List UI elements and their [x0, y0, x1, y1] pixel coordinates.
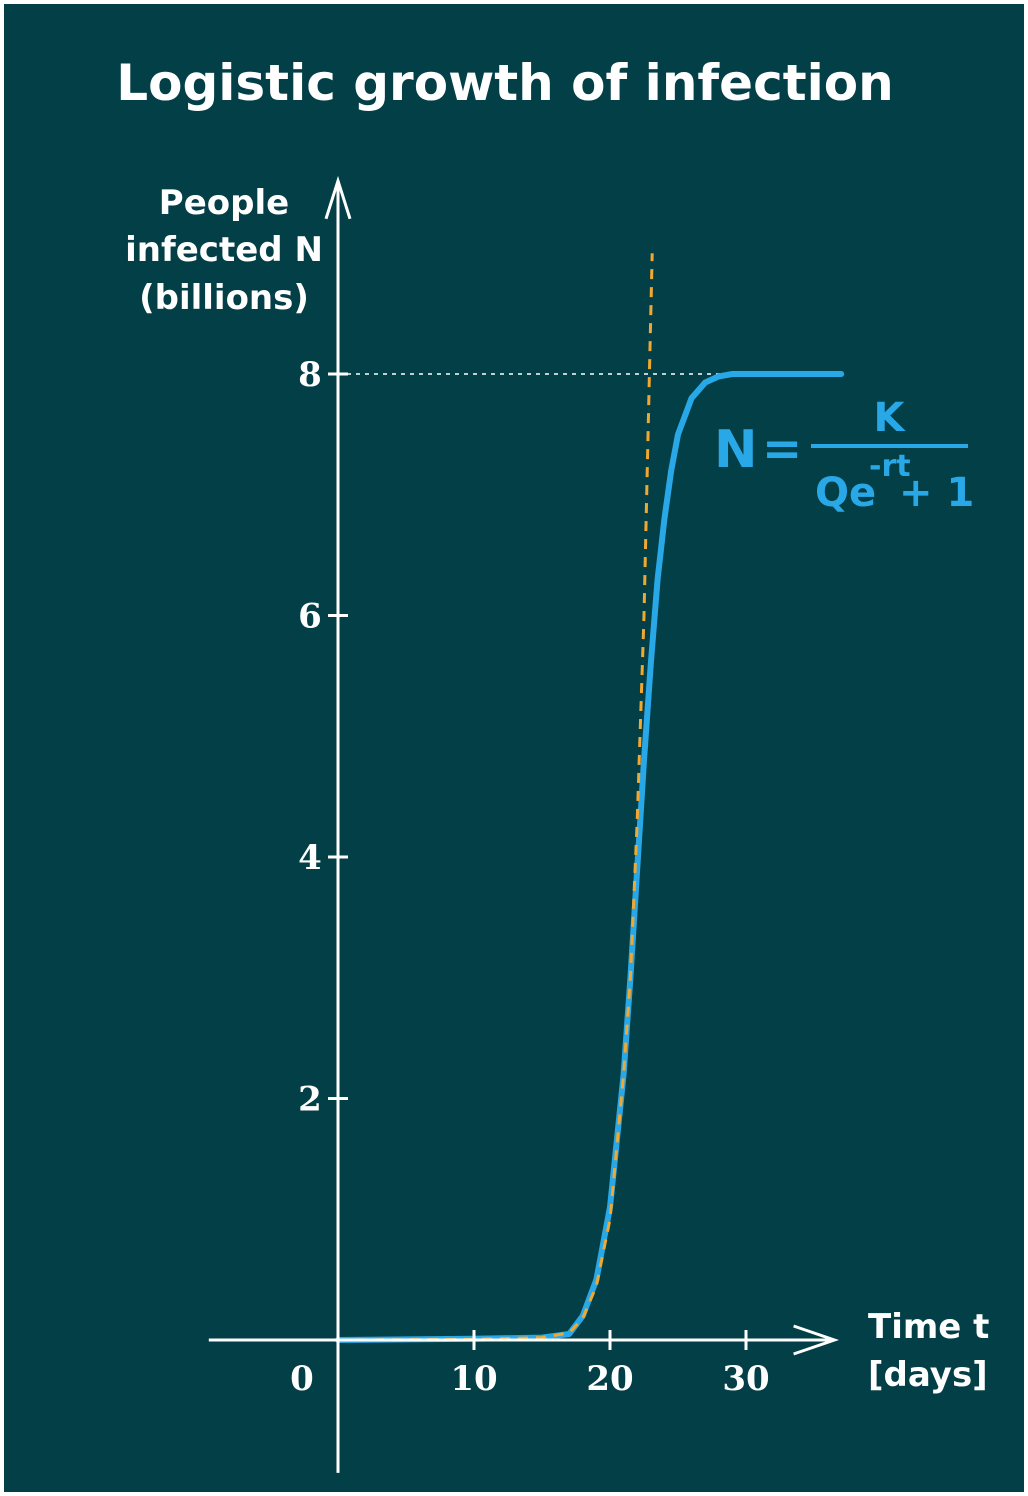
y-axis-arrowhead	[324, 175, 352, 220]
y-axis-label-line-1: People	[159, 183, 289, 223]
series-layer	[335, 253, 845, 1343]
logistic-formula: N = K Qe -rt + 1	[714, 395, 974, 516]
axes-layer	[208, 175, 840, 1473]
origin-label: 0	[290, 1359, 314, 1399]
y-axis-label-line-2: infected N	[125, 230, 323, 270]
ticks-layer: 10 20 30 0 2 4 6 8	[290, 355, 770, 1399]
x-axis-label-line-2: [days]	[868, 1355, 988, 1395]
exponential-curve	[337, 253, 654, 1342]
formula-numerator: K	[874, 395, 907, 441]
chart-background	[4, 4, 1024, 1492]
x-tick-label-30: 30	[722, 1359, 769, 1399]
y-tick-label-8: 8	[298, 355, 322, 395]
y-tick-label-2: 2	[298, 1080, 322, 1120]
y-tick-label-4: 4	[298, 838, 322, 878]
y-tick-label-6: 6	[298, 597, 322, 637]
x-axis-label-line-1: Time t	[868, 1307, 989, 1347]
x-tick-label-10: 10	[450, 1359, 497, 1399]
formula-denominator-base: Qe	[815, 470, 876, 516]
y-axis-label-line-3: (billions)	[139, 278, 309, 318]
logistic-curve	[335, 371, 845, 1343]
x-tick-label-20: 20	[586, 1359, 633, 1399]
formula-equals: =	[762, 421, 802, 477]
chart-title: Logistic growth of infection	[116, 54, 893, 112]
formula-lhs: N	[714, 420, 758, 480]
formula-denominator-exponent: -rt	[869, 449, 911, 484]
x-axis-arrowhead	[793, 1324, 840, 1356]
formula-denominator-tail: + 1	[899, 470, 974, 516]
